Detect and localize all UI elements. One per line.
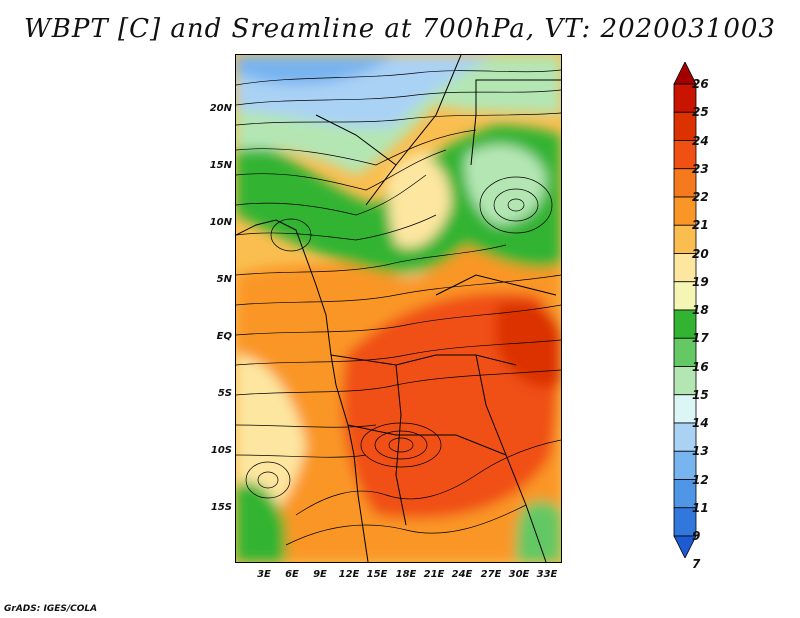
colorbar-label: 13 — [692, 444, 709, 459]
lat-tick-15n: 15N — [209, 160, 232, 171]
colorbar-label: 18 — [692, 303, 709, 317]
colorbar-label: 11 — [692, 500, 709, 515]
streamline-gyre — [388, 437, 414, 453]
streamline — [236, 304, 561, 336]
colorbar-label: 24 — [692, 133, 709, 148]
grads-credit: GrADS: IGES/COLA — [4, 604, 98, 614]
country-border — [365, 55, 462, 206]
colorbar-label: 25 — [692, 105, 709, 120]
lon-tick-3e: 3E — [257, 569, 271, 580]
streamline — [236, 454, 367, 458]
streamline — [236, 174, 427, 216]
country-border — [315, 114, 397, 166]
lat-tick-20n: 20N — [209, 103, 232, 114]
field-hot-spot — [496, 301, 561, 388]
boundaries — [236, 55, 561, 562]
streamline — [236, 244, 507, 276]
wbpt-field — [236, 55, 561, 562]
country-border — [475, 354, 547, 562]
country-border — [347, 424, 507, 456]
streamline — [236, 112, 561, 126]
lat-tick-10s: 10S — [210, 445, 232, 456]
colorbar-label: 23 — [692, 161, 709, 176]
lon-tick-12e: 12E — [338, 569, 360, 580]
colorbar-label: 26 — [692, 77, 709, 91]
colorbar-label: 22 — [692, 190, 709, 204]
colorbar-label: 20 — [692, 246, 709, 261]
streamline — [236, 369, 561, 396]
map-title: WBPT [C] and Sreamline at 700hPa, VT: 20… — [24, 14, 776, 44]
streamline-gyre — [360, 422, 442, 468]
streamline — [236, 69, 561, 86]
lon-tick-21e: 21E — [423, 569, 445, 580]
colorbar-label: 14 — [692, 416, 709, 430]
streamline — [236, 214, 437, 241]
lon-tick-15e: 15E — [366, 569, 388, 580]
field-sw-green — [236, 482, 286, 562]
lat-tick-15s: 15S — [210, 502, 232, 513]
colorbar-label: 7 — [692, 557, 701, 572]
streamline-gyre — [270, 218, 312, 252]
colorbar-label: 17 — [692, 331, 709, 346]
lat-tick-10n: 10N — [209, 217, 232, 228]
streamline — [295, 439, 561, 516]
colorbar-label: 21 — [692, 218, 709, 233]
streamline — [236, 149, 447, 191]
country-border — [395, 364, 407, 526]
lat-tick-5n: 5N — [216, 274, 232, 285]
lon-tick-30e: 30E — [508, 569, 530, 580]
colorbar-label: 12 — [692, 472, 709, 487]
field-far-north-blue — [236, 55, 396, 85]
lat-tick-5s: 5S — [217, 388, 232, 399]
field-se-green — [516, 500, 561, 562]
colorbar — [673, 62, 697, 558]
streamline — [285, 504, 527, 546]
colorbar-label: 9 — [692, 529, 701, 543]
streamline-gyre — [479, 176, 553, 234]
streamline-gyre — [245, 461, 291, 499]
streamline-gyre — [374, 430, 428, 460]
country-border — [470, 79, 561, 166]
lon-tick-27e: 27E — [480, 569, 502, 580]
lon-tick-24e: 24E — [451, 569, 473, 580]
colorbar-label: 19 — [692, 274, 709, 289]
lon-tick-9e: 9E — [313, 569, 327, 580]
streamline-gyre — [493, 188, 539, 222]
streamline-gyre — [507, 198, 525, 212]
lat-tick-eq: EQ — [216, 331, 232, 342]
field-ne-light-green — [465, 144, 546, 225]
country-border — [330, 354, 517, 366]
streamline-gyre — [257, 471, 279, 489]
colorbar-label: 16 — [692, 359, 709, 374]
colorbar-bottom-arrow — [673, 535, 697, 558]
field-inner-pale — [388, 157, 451, 249]
map-panel — [235, 54, 562, 563]
streamline — [236, 89, 561, 106]
lon-tick-33e: 33E — [536, 569, 558, 580]
streamline — [236, 129, 477, 166]
streamline — [236, 339, 561, 366]
colorbar-label: 15 — [692, 387, 709, 402]
streamline — [236, 424, 377, 428]
lon-tick-6e: 6E — [285, 569, 299, 580]
lon-tick-18e: 18E — [395, 569, 417, 580]
country-border — [435, 274, 557, 296]
